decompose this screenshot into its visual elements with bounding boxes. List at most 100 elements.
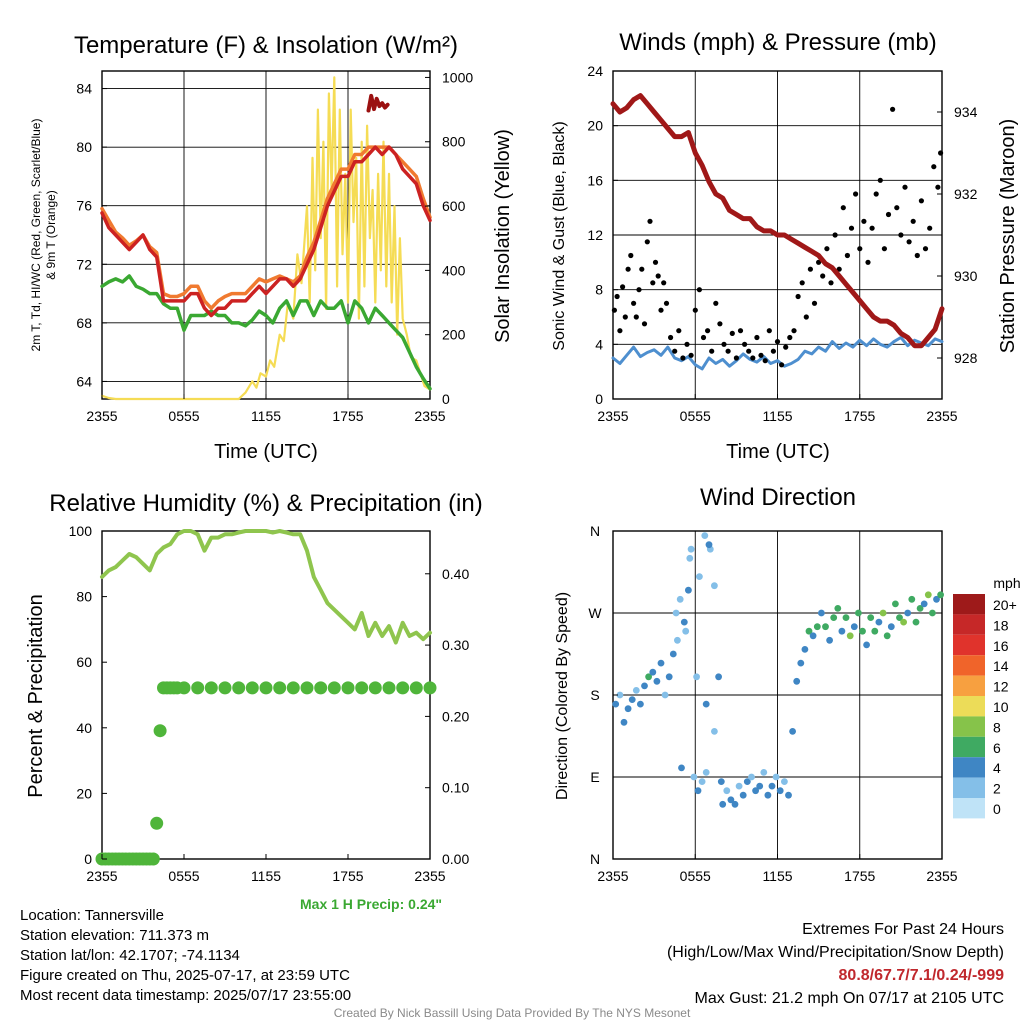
gust-point xyxy=(709,348,715,354)
temp-y2-tick-label: 600 xyxy=(442,198,466,214)
colorbar-label: 14 xyxy=(993,658,1009,674)
gust-point xyxy=(774,339,781,345)
latlon-text: Station lat/lon: 42.1707; -74.1134 xyxy=(20,947,240,964)
dir-y-tick-label: S xyxy=(590,687,599,703)
colorbar-label: 18 xyxy=(993,617,1009,633)
gust-point xyxy=(894,205,900,211)
dir-y-tick-label: N xyxy=(590,851,600,867)
gust-point xyxy=(783,344,789,350)
wind-direction-point xyxy=(896,614,903,621)
wind-direction-point xyxy=(672,609,680,617)
gust-point xyxy=(729,330,735,336)
wind-direction-point xyxy=(685,586,692,594)
gust-point xyxy=(861,218,867,224)
credit-text: Created By Nick Bassill Using Data Provi… xyxy=(333,1006,691,1020)
precipitation-point xyxy=(286,681,300,695)
colorbar-label: 2 xyxy=(993,781,1001,797)
precipitation-point xyxy=(273,681,287,695)
wind-y-axis-label: Sonic Wind & Gust (Blue, Black) xyxy=(551,121,568,350)
extremes-subtitle: (High/Low/Max Wind/Precipitation/Snow De… xyxy=(666,944,1004,961)
wind-direction-point xyxy=(727,796,735,804)
gust-point xyxy=(696,287,703,293)
gust-point xyxy=(803,314,809,320)
wind-y-tick-label: 4 xyxy=(595,336,603,352)
gust-point xyxy=(688,352,694,358)
temp-y-axis-label-line1: 2m T, Td, HI/WC (Red, Green, Scarlet/Blu… xyxy=(29,119,43,352)
wind-direction-point xyxy=(702,769,710,776)
gust-point xyxy=(885,211,892,218)
wind-direction-point xyxy=(719,800,727,808)
precipitation-point xyxy=(232,681,246,695)
gust-point xyxy=(668,334,674,341)
wind-direction-point xyxy=(694,787,702,795)
gust-point xyxy=(935,184,941,190)
precipitation-point xyxy=(177,681,191,695)
gust-point xyxy=(721,341,727,347)
wind-direction-point xyxy=(756,782,764,790)
gust-point xyxy=(857,246,863,252)
wind-direction-point xyxy=(768,782,776,790)
wind-direction-point xyxy=(818,609,825,617)
temp-x-tick-label: 2355 xyxy=(414,408,445,424)
gust-point xyxy=(700,334,707,341)
gust-point xyxy=(770,348,777,354)
gust-point xyxy=(816,259,822,265)
wind-direction-point xyxy=(933,595,940,603)
gust-point xyxy=(713,300,719,306)
rh-y-tick-label: 100 xyxy=(69,523,93,539)
rh-x-tick-label: 1755 xyxy=(332,868,363,884)
precipitation-point xyxy=(259,681,273,695)
colorbar-swatch xyxy=(953,716,985,737)
gust-point xyxy=(922,246,929,252)
wind-direction-point xyxy=(912,618,920,626)
wind-direction-point xyxy=(731,800,739,808)
wind-x-tick-label: 1155 xyxy=(762,408,792,424)
precipitation-point xyxy=(341,681,355,695)
gust-point xyxy=(918,198,925,204)
wind-direction-point xyxy=(661,691,669,699)
gust-point xyxy=(762,358,768,364)
precipitation-point xyxy=(409,681,423,695)
colorbar-swatch xyxy=(953,634,985,656)
wind-direction-point xyxy=(748,773,755,781)
gust-point xyxy=(746,348,752,354)
gust-point xyxy=(799,280,805,286)
wind-direction-point xyxy=(887,623,895,631)
wind-direction-point xyxy=(632,687,640,694)
heat-index-series-line xyxy=(366,93,390,113)
temp-y2-tick-label: 800 xyxy=(442,134,466,150)
extremes-values: 80.8/67.7/7.1/0.24/-999 xyxy=(838,967,1004,984)
wind-direction-point xyxy=(612,700,620,708)
gust-point xyxy=(914,252,920,259)
rh-y2-tick-label: 0.30 xyxy=(442,637,469,653)
sonic-wind-series-line xyxy=(611,336,944,371)
rh-y2-tick-label: 0.40 xyxy=(442,566,469,582)
precipitation-point xyxy=(314,681,328,695)
wind-direction-point xyxy=(929,609,936,617)
gust-point xyxy=(927,225,933,231)
gust-point xyxy=(910,218,916,224)
temperature-series-line xyxy=(100,145,432,318)
wind-direction-point xyxy=(723,787,731,795)
gust-point xyxy=(820,273,826,279)
colorbar-label: 10 xyxy=(993,699,1009,715)
wind-direction-point xyxy=(813,623,821,631)
precipitation-point xyxy=(300,681,314,695)
wind-direction-point xyxy=(809,632,817,640)
precipitation-point xyxy=(327,681,341,695)
extremes-info: Extremes For Past 24 Hours (High/Low/Max… xyxy=(667,918,1004,1010)
temp-y2-tick-label: 400 xyxy=(442,262,466,278)
wind-direction-point xyxy=(855,609,862,617)
temp-y-tick-label: 68 xyxy=(76,315,92,331)
station-info: Location: Tannersville Station elevation… xyxy=(20,906,351,1006)
wind-x-axis-label: Time (UTC) xyxy=(726,441,830,463)
gust-point xyxy=(824,246,830,252)
gust-point xyxy=(639,266,645,272)
precipitation-point xyxy=(153,724,167,738)
colorbar-swatch xyxy=(953,655,985,676)
wind-right-axis-label: Station Pressure (Maroon) xyxy=(997,119,1019,354)
gust-point xyxy=(869,225,875,231)
wind-direction-point xyxy=(641,682,648,690)
gust-point xyxy=(717,321,723,327)
wind-y-tick-label: 24 xyxy=(587,63,603,79)
